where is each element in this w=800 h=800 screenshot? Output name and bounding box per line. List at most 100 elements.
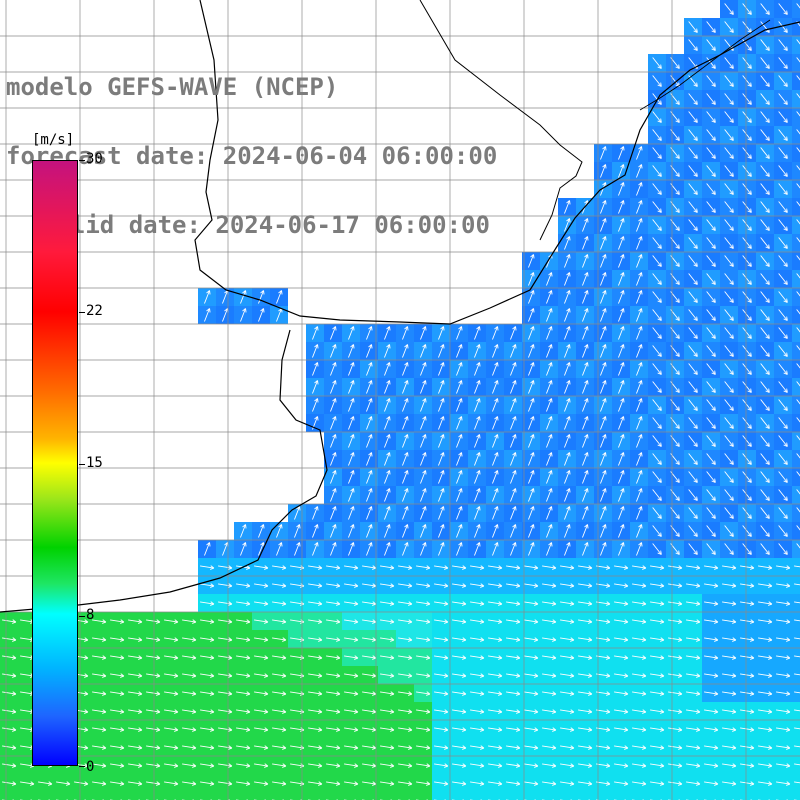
wind-arrow-head (368, 398, 372, 402)
wind-arrow-head (711, 282, 716, 285)
wind-arrow-head (768, 763, 773, 767)
wind-arrow-head (624, 763, 629, 767)
wind-arrow-head (638, 218, 642, 222)
wind-arrow-head (318, 673, 323, 677)
wind-arrow (578, 745, 592, 749)
wind-arrow (182, 727, 196, 731)
wind-arrow-head (623, 290, 625, 295)
coastline-south (0, 329, 328, 613)
wind-arrow-head (750, 691, 755, 695)
wind-arrow (582, 452, 588, 466)
wind-arrow-head (390, 639, 395, 642)
wind-arrow-head (210, 711, 215, 714)
wind-arrow-head (443, 452, 445, 457)
wind-arrow (652, 309, 662, 321)
wind-arrow (344, 727, 358, 731)
wind-arrow (506, 565, 520, 569)
wind-arrow-head (786, 691, 791, 695)
wind-arrow-head (350, 524, 354, 528)
wind-arrow (796, 237, 800, 243)
wind-speed-cell (792, 90, 800, 108)
wind-arrow-head (372, 619, 377, 623)
wind-arrow-head (494, 434, 498, 438)
wind-arrow-head (408, 655, 413, 659)
wind-arrow-head (228, 783, 233, 786)
wind-arrow (794, 781, 800, 784)
wind-arrow-head (534, 603, 539, 606)
wind-arrow-head (783, 12, 788, 15)
wind-speed-cell (792, 756, 800, 774)
wind-arrow (706, 201, 716, 213)
wind-arrow-head (156, 657, 161, 660)
wind-arrow-head (317, 344, 319, 349)
wind-arrow (796, 543, 800, 549)
wind-arrow-head (588, 657, 593, 660)
wind-arrow-head (638, 290, 642, 294)
wind-arrow (650, 619, 664, 623)
wind-arrow-head (102, 619, 107, 623)
wind-arrow-head (747, 12, 752, 15)
wind-arrow-head (480, 673, 485, 677)
wind-arrow-head (605, 290, 607, 295)
wind-arrow (636, 488, 642, 502)
wind-arrow-head (678, 406, 680, 411)
wind-arrow-head (408, 639, 413, 642)
wind-arrow-head (336, 693, 341, 696)
wind-arrow-head (263, 524, 265, 529)
wind-arrow-head (696, 154, 698, 159)
wind-arrow-head (156, 673, 161, 677)
wind-arrow-head (605, 470, 607, 475)
wind-arrow-head (786, 747, 791, 750)
wind-arrow-head (318, 745, 323, 749)
wind-arrow-head (354, 783, 359, 786)
wind-arrow (668, 637, 682, 641)
wind-arrow (564, 434, 570, 448)
wind-arrow (528, 272, 534, 286)
wind-arrow-head (765, 174, 770, 177)
wind-arrow-head (678, 550, 680, 555)
wind-arrow-head (246, 673, 251, 677)
wind-arrow-head (660, 226, 662, 231)
wind-arrow-head (371, 326, 373, 331)
wind-arrow-head (768, 424, 770, 429)
wind-arrow (384, 542, 390, 556)
wind-arrow (312, 524, 318, 538)
wind-arrow-head (693, 138, 698, 141)
wind-arrow (398, 637, 412, 641)
wind-arrow-head (102, 621, 107, 624)
wind-arrow-head (714, 46, 716, 51)
wind-arrow-head (84, 747, 89, 750)
wind-speed-cell (432, 792, 450, 800)
wind-arrow-head (533, 542, 535, 547)
wind-arrow-head (368, 344, 372, 348)
wind-arrow-head (246, 727, 251, 731)
wind-arrow-head (156, 783, 161, 786)
wind-arrow (164, 745, 178, 749)
wind-arrow-head (569, 272, 571, 277)
wind-arrow-head (138, 763, 143, 767)
wind-arrow (686, 655, 700, 659)
wind-speed-cell (36, 792, 54, 800)
wind-arrow (524, 601, 538, 605)
wind-arrow (200, 709, 214, 713)
wind-arrow-head (353, 398, 355, 403)
wind-arrow-head (156, 693, 161, 696)
wind-arrow-head (768, 601, 773, 605)
wind-arrow-head (711, 102, 716, 105)
wind-arrow-head (747, 408, 752, 411)
wind-arrow-head (516, 583, 521, 587)
wind-arrow (546, 416, 552, 430)
wind-arrow-head (426, 711, 431, 714)
wind-arrow-head (390, 621, 395, 624)
wind-arrow (794, 655, 800, 658)
wind-arrow-head (354, 583, 359, 587)
wind-arrow-head (657, 246, 662, 249)
wind-arrow (474, 542, 480, 556)
wind-speed-cell (234, 792, 252, 800)
wind-arrow (254, 637, 268, 641)
wind-speed-cell (144, 792, 162, 800)
wind-arrow-head (440, 488, 444, 492)
wind-arrow (470, 781, 484, 785)
wind-arrow (688, 129, 698, 141)
wind-arrow (366, 362, 372, 376)
